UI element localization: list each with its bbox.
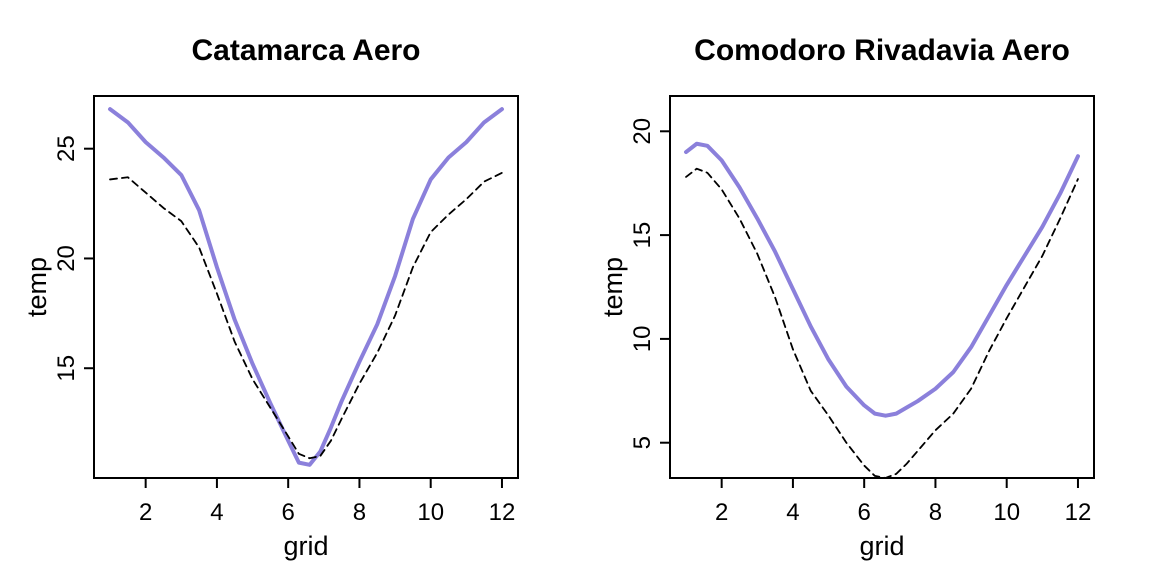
x-tick-label: 6 <box>282 499 295 526</box>
x-axis-label: grid <box>283 531 328 561</box>
x-tick-label: 12 <box>1065 499 1092 526</box>
panel-comodoro-rivadavia: Comodoro Rivadavia Aero 2 4 6 8 10 12 5 10 15 20… <box>598 34 1095 561</box>
x-tick-label: 4 <box>786 499 799 526</box>
x-tick-label: 4 <box>210 499 223 526</box>
series-line-solid <box>108 107 504 467</box>
x-tick-label: 12 <box>489 499 516 526</box>
x-axis: 2 4 6 8 10 12 <box>139 478 515 526</box>
x-tick-label: 8 <box>929 499 942 526</box>
y-axis: 5 10 15 20 <box>629 118 670 449</box>
plot-frame <box>669 95 1095 479</box>
series-layer <box>684 141 1080 479</box>
x-axis: 2 4 6 8 10 12 <box>715 478 1091 526</box>
y-tick-label: 15 <box>629 222 656 249</box>
y-tick-label: 25 <box>53 135 80 162</box>
y-tick-label: 5 <box>629 436 656 449</box>
y-tick-label: 10 <box>629 326 656 353</box>
y-tick-label: 20 <box>53 245 80 272</box>
y-axis-label: temp <box>22 257 52 317</box>
y-tick-label: 20 <box>629 118 656 145</box>
series-line-solid <box>684 141 1080 418</box>
plot-frame <box>93 95 519 479</box>
x-tick-label: 6 <box>858 499 871 526</box>
panel-catamarca: Catamarca Aero 2 4 6 8 10 12 15 20 25 grid temp <box>22 34 519 561</box>
x-axis-label: grid <box>859 531 904 561</box>
chart-title: Catamarca Aero <box>192 34 421 67</box>
x-tick-label: 8 <box>353 499 366 526</box>
y-axis-label: temp <box>598 257 628 317</box>
y-tick-label: 15 <box>53 355 80 382</box>
y-axis: 15 20 25 <box>53 135 94 382</box>
x-tick-label: 10 <box>417 499 444 526</box>
x-tick-label: 2 <box>139 499 152 526</box>
x-tick-label: 2 <box>715 499 728 526</box>
series-layer <box>108 107 504 467</box>
series-line-dashed <box>685 167 1079 479</box>
chart-title: Comodoro Rivadavia Aero <box>694 34 1070 67</box>
series-line-dashed <box>109 171 503 460</box>
x-tick-label: 10 <box>993 499 1020 526</box>
